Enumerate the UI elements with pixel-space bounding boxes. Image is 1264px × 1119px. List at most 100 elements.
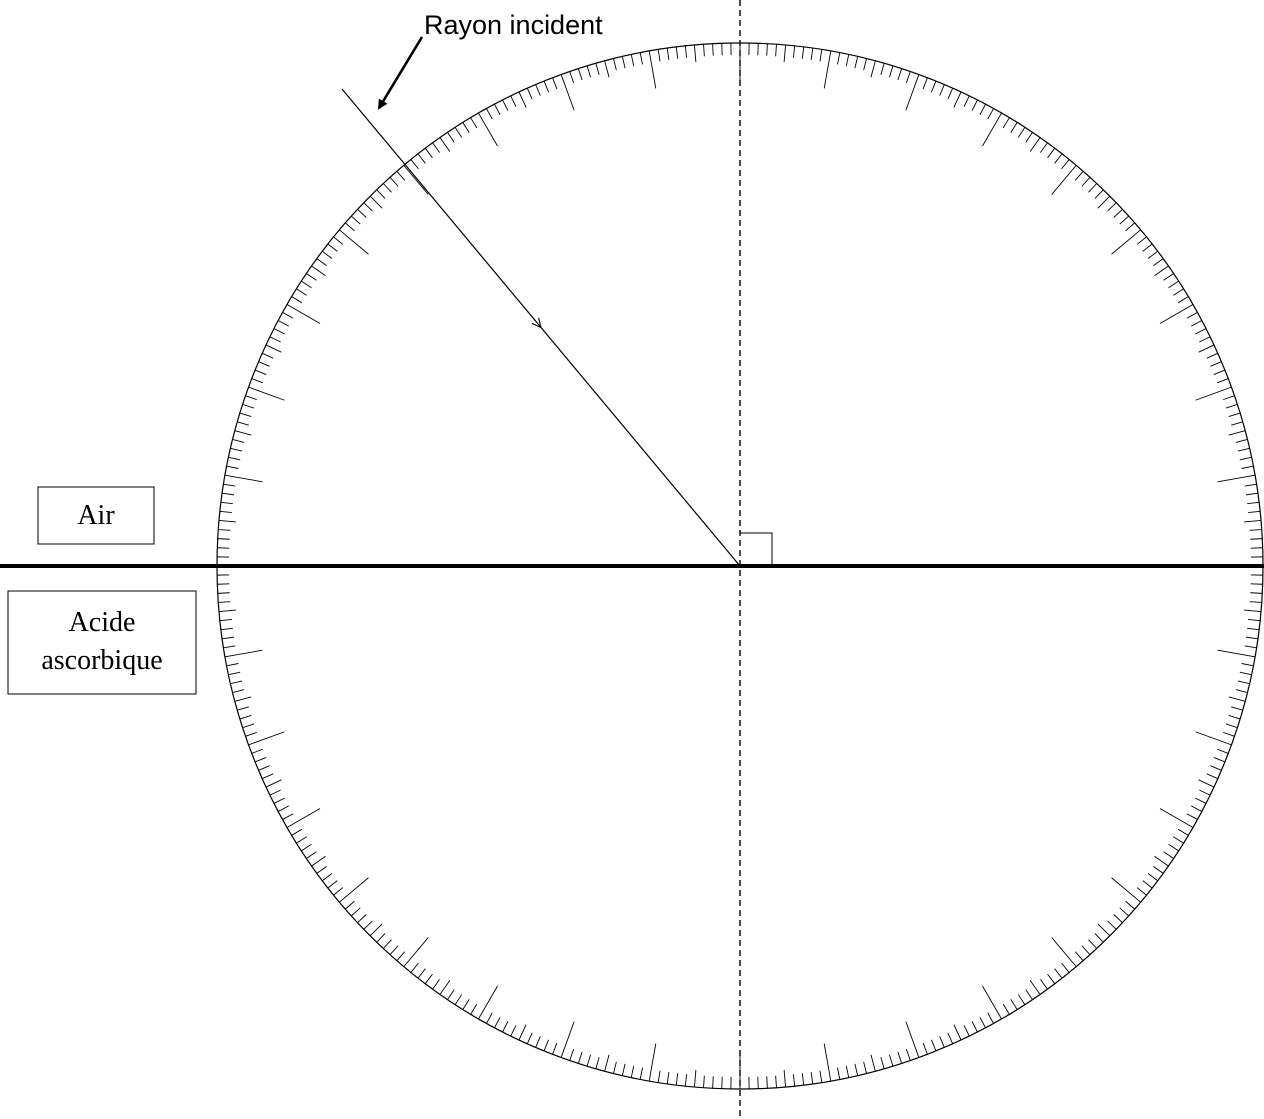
protractor-tick (1177, 828, 1189, 836)
protractor-tick (224, 649, 263, 658)
protractor-tick (1235, 689, 1248, 693)
protractor-tick (905, 1021, 920, 1058)
protractor-tick (447, 132, 455, 143)
protractor-tick (494, 1016, 501, 1028)
protractor-tick (1010, 999, 1018, 1010)
protractor-tick (1153, 865, 1164, 874)
protractor-tick (218, 601, 231, 603)
protractor-tick (273, 797, 285, 804)
protractor-tick (269, 336, 281, 343)
protractor-tick (684, 1074, 688, 1087)
protractor-tick (510, 95, 517, 107)
protractor-tick (982, 112, 1002, 147)
protractor-tick (248, 386, 285, 401)
right-angle-marker (740, 532, 773, 566)
protractor-tick (792, 45, 796, 58)
protractor-tick (254, 369, 267, 375)
protractor-tick (258, 765, 270, 771)
protractor-tick (251, 378, 264, 384)
protractor-tick (478, 112, 498, 147)
protractor-tick (971, 1021, 978, 1033)
protractor-tick (1047, 148, 1056, 159)
protractor-tick (1249, 529, 1262, 531)
protractor-tick (382, 183, 392, 193)
protractor-tick (1097, 195, 1111, 209)
protractor-tick (232, 439, 245, 443)
protractor-tick (837, 52, 841, 65)
protractor-tick (218, 519, 236, 523)
protractor-tick (1248, 510, 1261, 514)
protractor-tick (239, 412, 252, 418)
acid-label-line1: Acide (69, 607, 136, 638)
protractor-tick (510, 1025, 517, 1037)
protractor-tick (265, 344, 282, 353)
protractor-tick (1249, 601, 1262, 603)
protractor-tick (1225, 723, 1238, 729)
protractor-tick (810, 1071, 814, 1084)
protractor-tick (518, 1024, 527, 1041)
protractor-tick (357, 914, 367, 924)
protractor-tick (1190, 805, 1202, 812)
protractor-tick (1025, 989, 1033, 1000)
protractor-tick (595, 63, 600, 75)
protractor-tick (1195, 386, 1232, 401)
protractor-tick (712, 43, 714, 56)
protractor-tick (823, 50, 832, 89)
air-label: Air (77, 500, 115, 531)
protractor-tick (311, 855, 326, 867)
protractor-tick (897, 68, 903, 81)
protractor-tick (454, 994, 463, 1005)
protractor-tick (845, 1065, 850, 1078)
protractor-tick (1142, 243, 1153, 252)
protractor-tick (1119, 215, 1129, 225)
protractor-tick (1168, 280, 1179, 289)
protractor-tick (666, 48, 670, 61)
protractor-tick (648, 50, 657, 89)
protractor-tick (1061, 159, 1070, 170)
protractor-tick (273, 328, 285, 335)
protractor-tick (265, 779, 282, 788)
protractor-tick (648, 1043, 657, 1082)
protractor-tick (219, 618, 232, 622)
protractor-tick (1241, 663, 1254, 667)
protractor-tick (552, 1042, 558, 1055)
protractor-tick (1159, 808, 1194, 828)
protractor-tick (369, 923, 383, 937)
protractor-tick (783, 1070, 787, 1088)
protractor-tick (1147, 250, 1158, 259)
protractor-tick (905, 71, 911, 83)
protractor-tick (987, 1012, 994, 1024)
protractor-tick (1029, 980, 1041, 995)
protractor-tick (963, 95, 970, 107)
protractor-tick (494, 104, 501, 116)
protractor-tick (291, 296, 303, 304)
protractor-tick (526, 88, 533, 100)
protractor-tick (219, 510, 232, 514)
protractor-tick (344, 222, 355, 232)
protractor-tick (1248, 618, 1261, 622)
protractor-tick (363, 920, 373, 930)
protractor-tick (389, 177, 399, 187)
protractor-tick (1061, 962, 1070, 973)
protractor-tick (1244, 483, 1257, 487)
protractor-tick (502, 99, 509, 111)
protractor-tick (1113, 914, 1123, 924)
protractor-tick (613, 58, 617, 71)
protractor-tick (234, 696, 252, 702)
protractor-tick (987, 108, 994, 120)
protractor-tick (220, 627, 233, 631)
protractor-tick (880, 63, 885, 75)
protractor-tick (269, 789, 281, 796)
protractor-tick (693, 44, 697, 62)
protractor-tick (396, 951, 406, 962)
protractor-tick (439, 137, 451, 152)
protractor-tick (535, 84, 541, 96)
protractor-tick (1051, 937, 1077, 967)
protractor-tick (1250, 538, 1263, 540)
protractor-tick (845, 54, 850, 67)
protractor-tick (1163, 851, 1174, 859)
protractor-tick (552, 77, 558, 90)
protractor-tick (675, 46, 679, 59)
protractor-tick (1168, 843, 1179, 852)
protractor-tick (1231, 421, 1243, 426)
